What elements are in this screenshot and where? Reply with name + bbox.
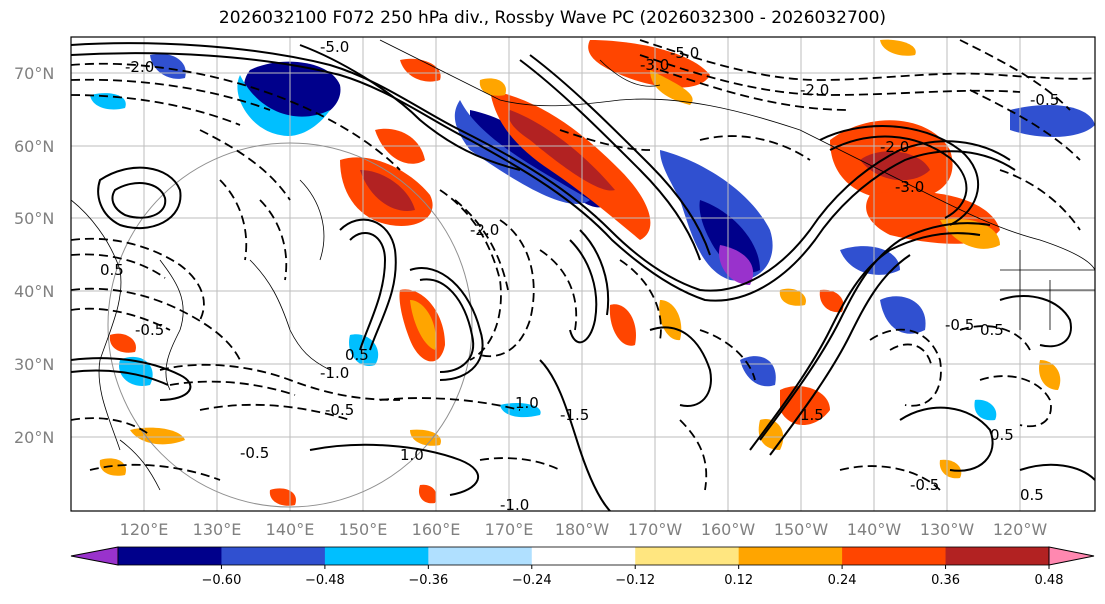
colorbar-segment [428, 547, 533, 565]
contour-label: -5.0 [670, 44, 699, 62]
contour-label: 0.5 [345, 346, 369, 364]
contour-label: -5.0 [320, 38, 349, 56]
contour-label: -0.5 [135, 321, 164, 339]
lon-label: 130°W [920, 520, 975, 539]
lon-label: 130°E [193, 520, 242, 539]
colorbar-tick-label: −0.12 [615, 573, 655, 588]
colorbar-segment [531, 547, 636, 565]
contour-label: -1.5 [560, 406, 589, 424]
longitude-labels: 120°E 130°E 140°E 150°E 160°E 170°E 180°… [120, 520, 1048, 539]
contour-label: 1.0 [515, 394, 539, 412]
colorbar-segment [842, 547, 947, 565]
contour-label: -2.0 [125, 58, 154, 76]
lon-label: 140°W [847, 520, 902, 539]
contour-label: -0.5 [910, 476, 939, 494]
contour-label: -0.5 [945, 316, 974, 334]
colorbar-segment [221, 547, 326, 565]
lat-label: 30°N [14, 355, 54, 374]
lon-label: 120°E [120, 520, 169, 539]
contour-label: -2.0 [800, 81, 829, 99]
colorbar-tick-label: −0.48 [305, 573, 345, 588]
lat-label: 40°N [14, 282, 54, 301]
contour-label: -0.5 [1030, 91, 1059, 109]
colorbar-segment [118, 547, 222, 565]
lon-label: 150°E [339, 520, 388, 539]
contour-label: 1.5 [800, 406, 824, 424]
colorbar-tick-label: 0.12 [724, 573, 753, 588]
colorbar-outline [117, 546, 1050, 566]
lon-label: 120°W [993, 520, 1048, 539]
lon-label: 170°W [628, 520, 683, 539]
lon-label: 160°W [701, 520, 756, 539]
colorbar-min-extend [70, 546, 119, 566]
colorbar-tick-label: −0.36 [408, 573, 448, 588]
latitude-labels: 70°N 60°N 50°N 40°N 30°N 20°N [14, 64, 54, 447]
colorbar-segment [635, 547, 740, 565]
lon-label: 180°W [555, 520, 610, 539]
coastlines [71, 39, 1095, 491]
colorbar-max-extend [1048, 546, 1095, 566]
lon-label: 160°E [412, 520, 461, 539]
colorbar-tick-label: −0.24 [512, 573, 552, 588]
map-title: 2026032100 F072 250 hPa div., Rossby Wav… [218, 8, 887, 28]
colorbar-tick-label: 0.36 [931, 573, 960, 588]
lat-label: 60°N [14, 137, 54, 156]
map-area [71, 37, 1095, 511]
graticule [71, 37, 1095, 511]
map-layers: -5.0 -2.0 -3.0 -5.0 -2.0 -2.0 -2.0 -3.0 … [71, 37, 1095, 514]
colorbar-tick-label: 0.24 [828, 573, 857, 588]
contour-label: -2.0 [880, 138, 909, 156]
colorbar-segment [945, 547, 1050, 565]
map-frame [70, 36, 1096, 512]
lon-label: 150°W [774, 520, 829, 539]
contour-label: 0.5 [1020, 486, 1044, 504]
contour-label: -0.5 [325, 401, 354, 419]
solid-contours [71, 42, 1095, 511]
colorbar-tick-label: −0.60 [202, 573, 242, 588]
contour-label: -1.0 [320, 364, 349, 382]
lon-label: 140°E [266, 520, 315, 539]
contour-label: 0.5 [990, 426, 1014, 444]
lat-label: 50°N [14, 209, 54, 228]
contour-labels: -5.0 -2.0 -3.0 -5.0 -2.0 -2.0 -2.0 -3.0 … [100, 38, 1059, 514]
colorbar-segment [324, 547, 429, 565]
lon-label: 170°E [485, 520, 534, 539]
contour-label: -1.0 [500, 496, 529, 514]
contour-label: -2.0 [470, 221, 499, 239]
contour-label: -0.5 [240, 444, 269, 462]
lat-label: 70°N [14, 64, 54, 83]
contour-label: 0.5 [100, 261, 124, 279]
contour-label: -3.0 [640, 56, 669, 74]
dashed-contours [71, 39, 1095, 491]
colorbar: −0.60 −0.48 −0.36 −0.24 −0.12 0.12 0.24 0.36 0.4… [70, 546, 1095, 588]
contour-label: 0.5 [980, 321, 1004, 339]
contour-label: 1.0 [400, 446, 424, 464]
colorbar-tick-label: 0.48 [1035, 573, 1064, 588]
lat-label: 20°N [14, 428, 54, 447]
colorbar-segment [738, 547, 843, 565]
contour-label: -3.0 [895, 178, 924, 196]
